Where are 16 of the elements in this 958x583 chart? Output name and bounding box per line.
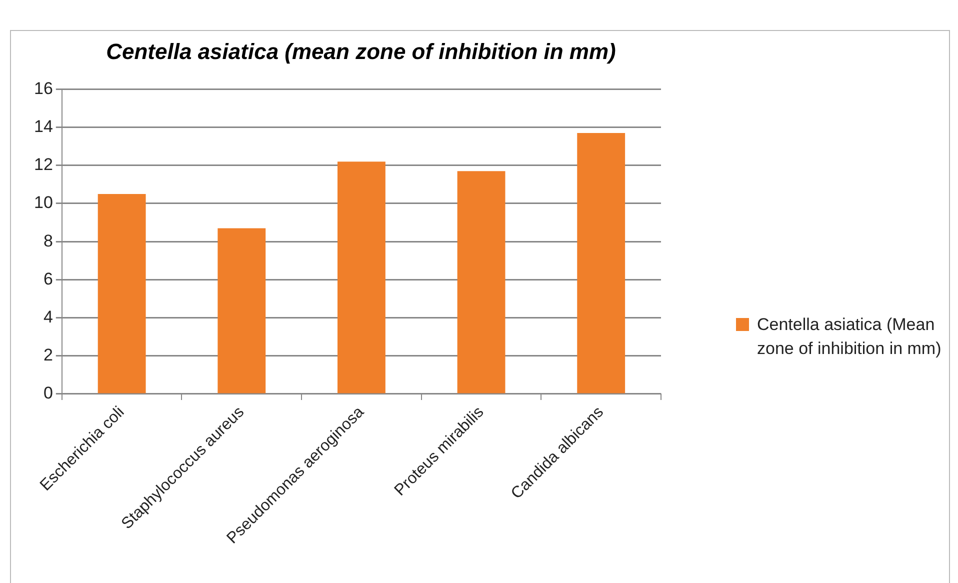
bar: [218, 228, 266, 394]
y-tick-label: 6: [43, 269, 53, 288]
bar: [98, 194, 146, 394]
bar: [337, 162, 386, 394]
bar: [577, 133, 626, 394]
y-tick-label: 16: [34, 78, 53, 98]
y-tick-label: 0: [43, 384, 53, 403]
chart-title: Centella asiatica (mean zone of inhibition in mm): [105, 39, 617, 65]
y-tick-label: 4: [43, 307, 53, 326]
bar: [457, 171, 506, 394]
legend-label: Centella asiatica (Mean zone of inhibition in mm): [757, 314, 942, 360]
y-tick-label: 2: [43, 346, 53, 365]
y-tick-label: 14: [34, 116, 53, 136]
y-tick-label: 10: [34, 193, 53, 212]
y-tick-label: 8: [43, 231, 53, 250]
y-tick-label: 12: [34, 155, 53, 174]
